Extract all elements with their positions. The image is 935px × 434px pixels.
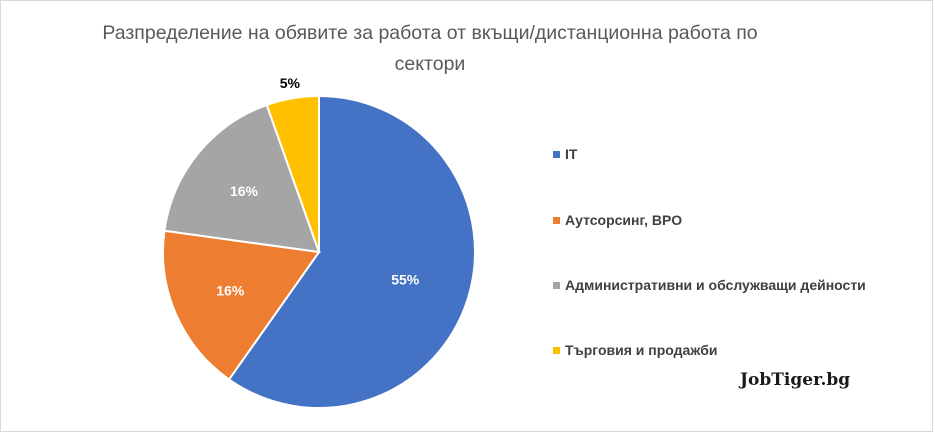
data-label: 55% xyxy=(391,271,420,287)
data-label: 5% xyxy=(280,75,301,91)
legend-label: Търговия и продажби xyxy=(565,342,718,358)
data-label: 16% xyxy=(216,283,245,299)
legend-label: IT xyxy=(565,146,578,162)
pie-slice xyxy=(227,94,476,409)
pie-slice xyxy=(163,103,321,254)
legend-swatch xyxy=(553,281,560,289)
legend-item: Административни и обслужващи дейности xyxy=(553,277,866,293)
pie-slice xyxy=(265,94,320,253)
legend-swatch xyxy=(553,150,560,158)
legend-item: Аутсорсинг, BPO xyxy=(553,212,682,228)
chart-title: Разпределение на обявите за работа от вк… xyxy=(102,22,758,75)
pie-slice xyxy=(162,229,321,381)
legend-label: Аутсорсинг, BPO xyxy=(565,212,683,228)
legend-item: IT xyxy=(553,146,577,162)
brand-logo: JobTiger.bg xyxy=(740,370,851,390)
legend-label: Административни и обслужващи дейности xyxy=(565,277,866,293)
data-label: 16% xyxy=(230,183,259,199)
legend-swatch xyxy=(553,346,560,354)
legend-swatch xyxy=(553,216,560,224)
legend-item: Търговия и продажби xyxy=(553,342,718,358)
